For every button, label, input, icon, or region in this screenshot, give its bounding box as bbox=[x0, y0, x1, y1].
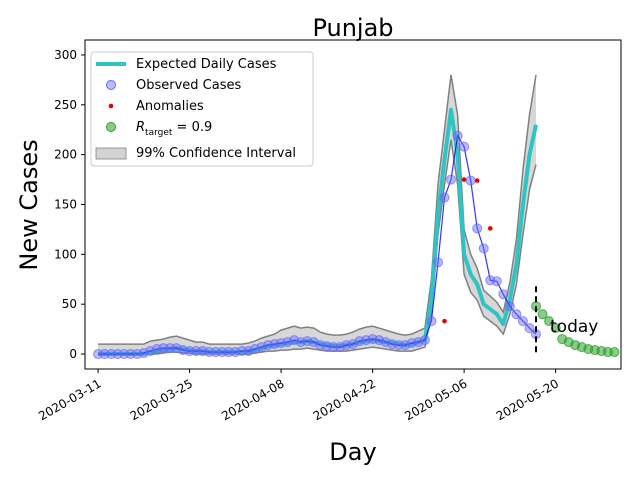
anomaly-point bbox=[461, 177, 467, 182]
y-axis-label: New Cases bbox=[15, 139, 43, 270]
legend-expected-label: Expected Daily Cases bbox=[136, 57, 277, 72]
legend-ci-swatch bbox=[95, 147, 127, 160]
legend: Expected Daily Cases Observed Cases Anomal… bbox=[90, 51, 314, 167]
legend-target-subscript: target bbox=[145, 128, 173, 138]
y-tick-label: 100 bbox=[54, 247, 77, 261]
legend-target-suffix: = 0.9 bbox=[172, 120, 212, 135]
observed-point bbox=[472, 223, 483, 234]
projection-point bbox=[550, 323, 561, 334]
anomaly-point bbox=[474, 178, 480, 183]
y-tick-label: 300 bbox=[54, 48, 77, 62]
legend-target-prefix: R bbox=[136, 120, 145, 135]
anomaly-point bbox=[487, 226, 493, 231]
observed-point bbox=[432, 257, 443, 268]
projection-point bbox=[544, 316, 555, 327]
observed-point bbox=[452, 130, 463, 141]
observed-point bbox=[459, 141, 470, 152]
projection-point bbox=[609, 347, 620, 358]
y-tick-label: 50 bbox=[62, 297, 77, 311]
observed-point bbox=[446, 174, 457, 185]
observed-point bbox=[465, 175, 476, 186]
y-tick-label: 250 bbox=[54, 98, 77, 112]
y-tick-label: 0 bbox=[69, 347, 77, 361]
observed-point bbox=[439, 192, 450, 203]
observed-point bbox=[511, 309, 522, 320]
y-tick-label: 150 bbox=[54, 198, 77, 212]
observed-point bbox=[504, 301, 515, 312]
observed-point bbox=[498, 289, 509, 300]
observed-trace-line bbox=[98, 133, 537, 355]
observed-point bbox=[524, 323, 535, 334]
projection-point bbox=[537, 309, 548, 320]
anomaly-point bbox=[442, 318, 447, 324]
legend-box bbox=[90, 51, 314, 167]
legend-target-label: Rtarget = 0.9 bbox=[136, 120, 212, 138]
legend-anomaly-swatch bbox=[108, 103, 114, 109]
chart-title: Punjab bbox=[312, 14, 393, 42]
legend-observed-label: Observed Cases bbox=[136, 78, 241, 93]
legend-target-swatch bbox=[106, 122, 116, 132]
y-tick-label: 200 bbox=[54, 148, 77, 162]
observed-point bbox=[419, 335, 430, 346]
today-label: today bbox=[550, 317, 598, 337]
legend-anomalies-label: Anomalies bbox=[136, 99, 204, 114]
observed-point bbox=[491, 276, 502, 287]
observed-point bbox=[478, 243, 489, 254]
legend-observed-swatch bbox=[106, 80, 116, 90]
observed-point bbox=[517, 316, 528, 327]
x-axis-label: Day bbox=[329, 438, 376, 466]
observed-point bbox=[426, 316, 437, 327]
legend-ci-label: 99% Confidence Interval bbox=[136, 146, 296, 161]
